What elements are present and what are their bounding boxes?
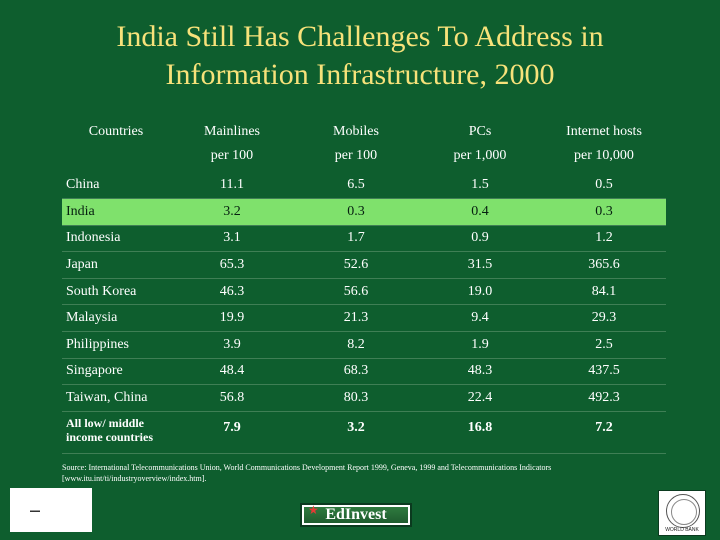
value-cell: 1.5 bbox=[418, 172, 542, 200]
value-cell: 0.3 bbox=[294, 198, 418, 226]
value-cell: 56.6 bbox=[294, 278, 418, 306]
table-header-row: Countries Mainlines per 100 Mobiles per 10… bbox=[62, 118, 666, 172]
table-row: Singapore 48.4 68.3 48.3 437.5 bbox=[62, 358, 666, 386]
value-cell: 3.2 bbox=[294, 411, 418, 454]
table-row: Indonesia 3.1 1.7 0.9 1.2 bbox=[62, 225, 666, 253]
value-cell: 48.4 bbox=[170, 358, 294, 386]
value-cell: 492.3 bbox=[542, 384, 666, 412]
star-icon: ★ bbox=[308, 503, 319, 517]
value-cell: 3.2 bbox=[170, 198, 294, 226]
country-cell: Indonesia bbox=[62, 225, 170, 253]
value-cell: 48.3 bbox=[418, 358, 542, 386]
left-logo: ▬▬ bbox=[10, 488, 92, 532]
value-cell: 56.8 bbox=[170, 384, 294, 412]
value-cell: 7.2 bbox=[542, 411, 666, 454]
world-bank-logo-text: WORLD BANK bbox=[665, 527, 699, 533]
slide-title: India Still Has Challenges To Address in… bbox=[0, 18, 720, 94]
left-logo-mark: ▬▬ bbox=[30, 508, 40, 514]
country-cell: South Korea bbox=[62, 278, 170, 306]
value-cell: 365.6 bbox=[542, 251, 666, 279]
value-cell: 68.3 bbox=[294, 358, 418, 386]
value-cell: 19.0 bbox=[418, 278, 542, 306]
value-cell: 1.2 bbox=[542, 225, 666, 253]
edinvest-logo-text: EdInvest bbox=[325, 506, 387, 523]
infrastructure-table: Countries Mainlines per 100 Mobiles per 10… bbox=[62, 118, 666, 454]
value-cell: 1.9 bbox=[418, 331, 542, 359]
value-cell: 9.4 bbox=[418, 304, 542, 333]
source-line-1: Source: International Telecommunications… bbox=[62, 463, 552, 472]
value-cell: 31.5 bbox=[418, 251, 542, 279]
value-cell: 2.5 bbox=[542, 331, 666, 359]
value-cell: 3.1 bbox=[170, 225, 294, 253]
value-cell: 84.1 bbox=[542, 278, 666, 306]
country-cell: All low/ middle income countries bbox=[62, 411, 170, 454]
world-bank-logo: WORLD BANK bbox=[658, 490, 706, 536]
header-pcs: PCs per 1,000 bbox=[453, 124, 507, 163]
value-cell: 52.6 bbox=[294, 251, 418, 279]
value-cell: 7.9 bbox=[170, 411, 294, 454]
value-cell: 65.3 bbox=[170, 251, 294, 279]
title-line-2: Information Infrastructure, 2000 bbox=[165, 58, 555, 91]
table-row: Taiwan, China 56.8 80.3 22.4 492.3 bbox=[62, 384, 666, 412]
table-row: Japan 65.3 52.6 31.5 365.6 bbox=[62, 251, 666, 279]
value-cell: 16.8 bbox=[418, 411, 542, 454]
table-row: China 11.1 6.5 1.5 0.5 bbox=[62, 172, 666, 200]
value-cell: 0.3 bbox=[542, 198, 666, 226]
value-cell: 6.5 bbox=[294, 172, 418, 200]
edinvest-logo: ★ EdInvest bbox=[300, 503, 412, 527]
value-cell: 19.9 bbox=[170, 304, 294, 333]
globe-icon bbox=[666, 494, 700, 528]
header-internet-hosts: Internet hosts per 10,000 bbox=[566, 124, 642, 163]
value-cell: 8.2 bbox=[294, 331, 418, 359]
value-cell: 22.4 bbox=[418, 384, 542, 412]
value-cell: 0.5 bbox=[542, 172, 666, 200]
country-cell: Japan bbox=[62, 251, 170, 279]
country-cell: Philippines bbox=[62, 331, 170, 359]
table-row-aggregate: All low/ middle income countries 7.9 3.2 … bbox=[62, 411, 666, 454]
value-cell: 0.4 bbox=[418, 198, 542, 226]
value-cell: 80.3 bbox=[294, 384, 418, 412]
header-mainlines: Mainlines per 100 bbox=[204, 124, 260, 163]
title-line-1: India Still Has Challenges To Address in bbox=[116, 20, 604, 53]
table-row: Philippines 3.9 8.2 1.9 2.5 bbox=[62, 331, 666, 359]
table-row: Malaysia 19.9 21.3 9.4 29.3 bbox=[62, 304, 666, 333]
country-cell: Malaysia bbox=[62, 304, 170, 333]
value-cell: 21.3 bbox=[294, 304, 418, 333]
country-cell: Taiwan, China bbox=[62, 384, 170, 412]
value-cell: 3.9 bbox=[170, 331, 294, 359]
country-cell: Singapore bbox=[62, 358, 170, 386]
value-cell: 437.5 bbox=[542, 358, 666, 386]
value-cell: 11.1 bbox=[170, 172, 294, 200]
value-cell: 1.7 bbox=[294, 225, 418, 253]
header-countries: Countries bbox=[88, 124, 144, 139]
source-note: Source: International Telecommunications… bbox=[62, 462, 662, 484]
source-line-2: [www.itu.int/ti/industryoverview/index.h… bbox=[62, 474, 207, 483]
country-cell: India bbox=[62, 198, 170, 226]
header-mobiles: Mobiles per 100 bbox=[333, 124, 379, 163]
value-cell: 46.3 bbox=[170, 278, 294, 306]
table-row: South Korea 46.3 56.6 19.0 84.1 bbox=[62, 278, 666, 306]
table-row-highlighted: India 3.2 0.3 0.4 0.3 bbox=[62, 198, 666, 226]
value-cell: 0.9 bbox=[418, 225, 542, 253]
country-cell: China bbox=[62, 172, 170, 200]
value-cell: 29.3 bbox=[542, 304, 666, 333]
